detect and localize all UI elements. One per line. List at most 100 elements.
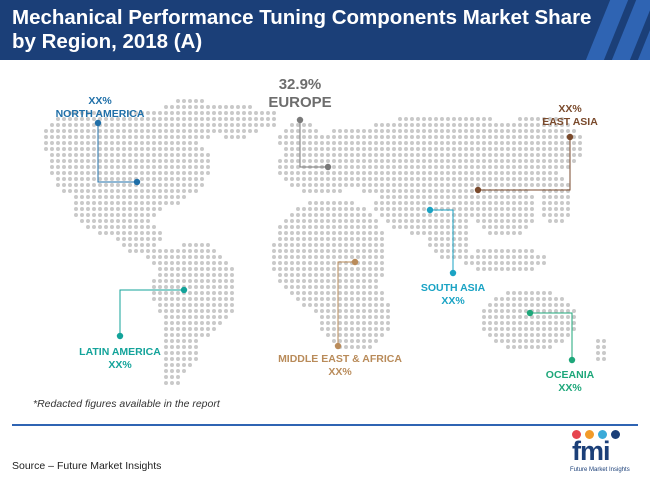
map-dot — [182, 177, 186, 181]
map-dot — [188, 285, 192, 289]
map-dot — [446, 195, 450, 199]
map-dot — [374, 183, 378, 187]
map-dot — [62, 159, 66, 163]
map-dot — [170, 363, 174, 367]
map-dot — [434, 135, 438, 139]
map-dot — [200, 333, 204, 337]
map-dot — [404, 195, 408, 199]
map-dot — [188, 249, 192, 253]
map-dot — [464, 135, 468, 139]
map-dot — [176, 111, 180, 115]
map-dot — [386, 315, 390, 319]
map-dot — [356, 321, 360, 325]
map-dot — [524, 249, 528, 253]
map-dot — [128, 117, 132, 121]
map-dot — [110, 213, 114, 217]
map-dot — [482, 123, 486, 127]
map-dot — [554, 321, 558, 325]
map-dot — [170, 123, 174, 127]
map-dot — [524, 303, 528, 307]
map-dot — [494, 207, 498, 211]
map-dot — [164, 195, 168, 199]
map-dot — [284, 159, 288, 163]
map-dot — [374, 231, 378, 235]
map-dot — [164, 135, 168, 139]
map-dot — [368, 309, 372, 313]
map-dot — [140, 123, 144, 127]
map-dot — [164, 291, 168, 295]
map-dot — [374, 339, 378, 343]
map-dot — [74, 213, 78, 217]
map-dot — [566, 195, 570, 199]
map-dot — [338, 177, 342, 181]
map-dot — [530, 159, 534, 163]
map-dot — [338, 165, 342, 169]
map-dot — [506, 297, 510, 301]
map-dot — [428, 189, 432, 193]
map-dot — [278, 273, 282, 277]
map-dot — [200, 135, 204, 139]
map-dot — [140, 117, 144, 121]
map-dot — [164, 381, 168, 385]
map-dot — [74, 177, 78, 181]
map-dot — [206, 129, 210, 133]
map-dot — [524, 117, 528, 121]
map-dot — [206, 159, 210, 163]
map-dot — [530, 123, 534, 127]
map-dot — [290, 171, 294, 175]
map-dot — [188, 171, 192, 175]
map-dot — [188, 129, 192, 133]
map-dot — [314, 243, 318, 247]
map-dot — [116, 213, 120, 217]
map-dot — [176, 195, 180, 199]
map-dot — [416, 213, 420, 217]
map-dot — [326, 333, 330, 337]
map-dot — [212, 291, 216, 295]
map-dot — [176, 123, 180, 127]
map-dot — [134, 135, 138, 139]
map-dot — [422, 189, 426, 193]
map-dot — [158, 261, 162, 265]
map-dot — [434, 195, 438, 199]
map-dot — [200, 303, 204, 307]
map-dot — [380, 141, 384, 145]
map-dot — [488, 267, 492, 271]
map-dot — [332, 135, 336, 139]
map-dot — [290, 183, 294, 187]
map-dot — [338, 321, 342, 325]
map-dot — [320, 207, 324, 211]
map-dot — [482, 249, 486, 253]
map-dot — [458, 183, 462, 187]
map-dot — [380, 303, 384, 307]
map-dot — [146, 207, 150, 211]
map-dot — [344, 339, 348, 343]
map-dot — [332, 327, 336, 331]
map-dot — [410, 201, 414, 205]
map-dot — [200, 171, 204, 175]
map-dot — [176, 261, 180, 265]
map-dot — [308, 183, 312, 187]
map-dot — [164, 147, 168, 151]
map-dot — [98, 141, 102, 145]
map-dot — [518, 117, 522, 121]
map-dot — [434, 213, 438, 217]
map-dot — [314, 255, 318, 259]
map-dot — [50, 135, 54, 139]
map-dot — [176, 339, 180, 343]
map-dot — [410, 231, 414, 235]
map-dot — [326, 201, 330, 205]
map-dot — [320, 219, 324, 223]
map-dot — [506, 171, 510, 175]
map-dot — [506, 309, 510, 313]
map-dot — [284, 171, 288, 175]
map-dot — [500, 303, 504, 307]
map-dot — [398, 183, 402, 187]
map-dot — [566, 153, 570, 157]
map-dot — [284, 153, 288, 157]
map-dot — [182, 111, 186, 115]
map-dot — [182, 117, 186, 121]
map-dot — [314, 219, 318, 223]
map-dot — [560, 297, 564, 301]
map-dot — [290, 279, 294, 283]
map-dot — [446, 177, 450, 181]
